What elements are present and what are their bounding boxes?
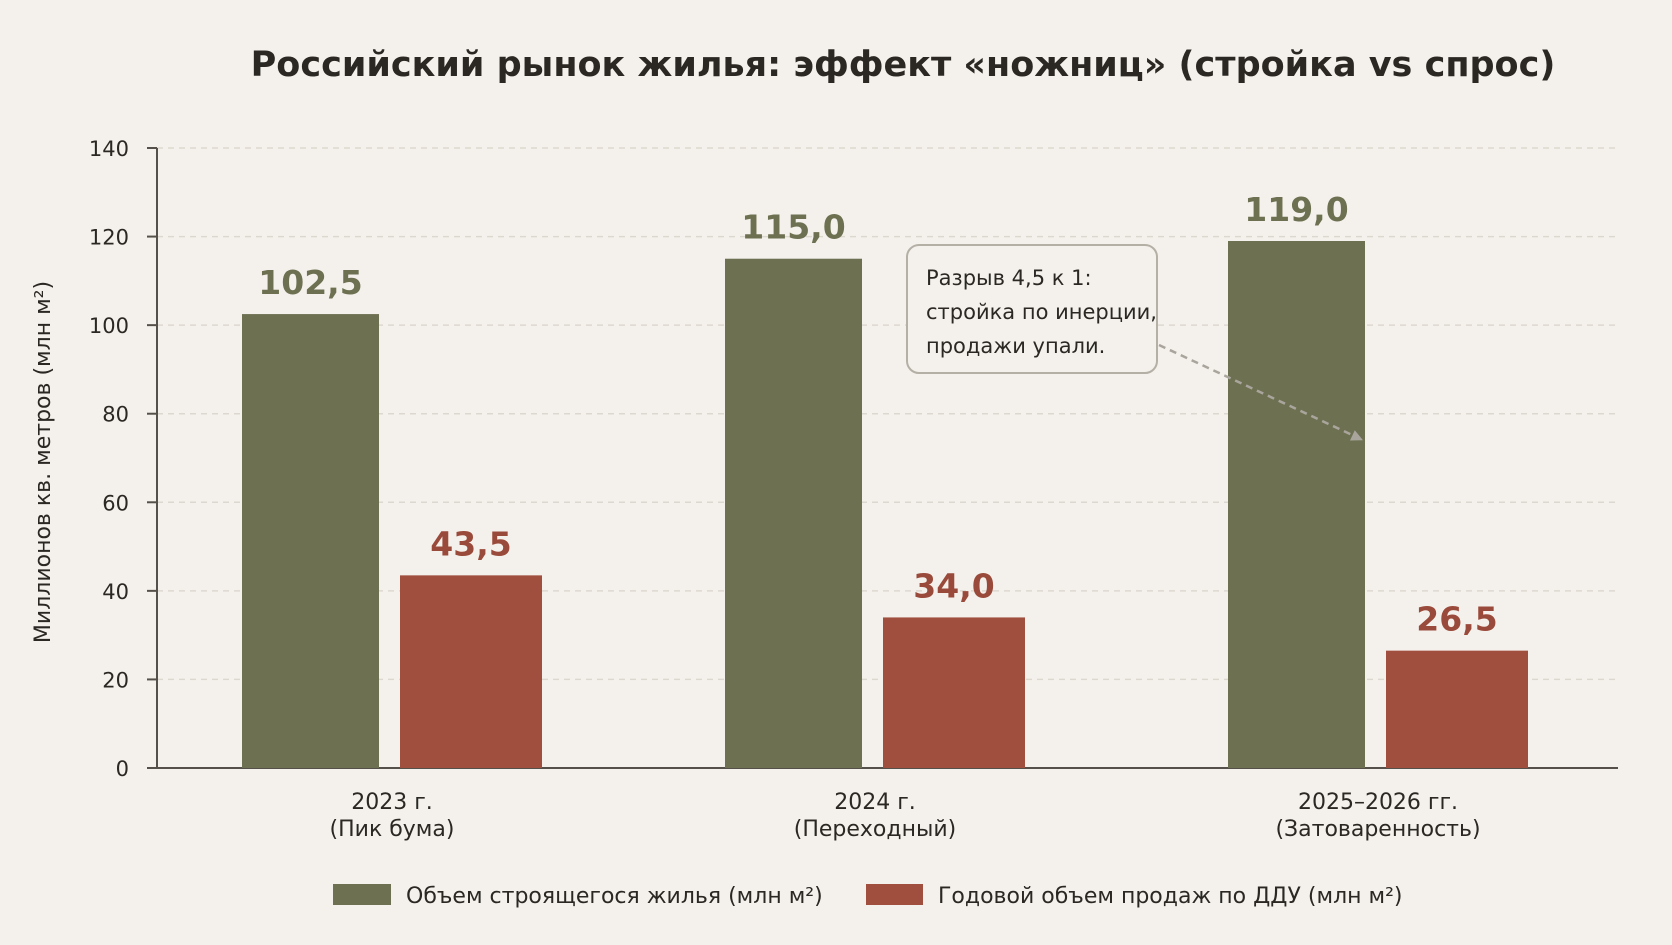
construction-bar (725, 258, 862, 768)
x-tick-label: 2025–2026 гг. (1298, 790, 1458, 815)
bars (242, 241, 1528, 768)
construction-bar (242, 314, 379, 768)
y-tick-label: 100 (89, 314, 129, 338)
data-label: 102,5 (258, 263, 362, 302)
data-label: 34,0 (913, 566, 994, 605)
y-tick-label: 40 (102, 580, 129, 604)
x-tick-label: 2024 г. (834, 790, 916, 815)
legend-swatch (333, 884, 391, 905)
y-tick-label: 120 (89, 226, 129, 250)
y-tick-label: 60 (102, 491, 129, 515)
legend-label: Объем строящегося жилья (млн м²) (406, 884, 823, 909)
data-label: 119,0 (1244, 190, 1348, 229)
y-axis-title: Миллионов кв. метров (млн м²) (31, 281, 56, 643)
axes: 0 20 40 60 80 100 120 140 Миллионов кв. метров (… (31, 137, 1618, 842)
construction-bar (1228, 241, 1365, 768)
y-tick-label: 0 (116, 757, 129, 781)
chart-title: Российский рынок жилья: эффект «ножниц» … (251, 45, 1556, 85)
value-labels: 102,5 43,5 115,0 34,0 119,0 26,5 (258, 190, 1497, 639)
legend: Объем строящегося жилья (млн м²) Годовой … (333, 884, 1403, 909)
sales-bar (1386, 650, 1528, 768)
data-label: 43,5 (430, 524, 511, 563)
x-tick-sublabel: (Пик бума) (330, 817, 455, 842)
legend-swatch (866, 884, 923, 905)
sales-bar (400, 575, 542, 768)
annotation-arrow-head (1350, 430, 1363, 441)
annotation-text: Разрыв 4,5 к 1: (926, 266, 1092, 290)
annotation: Разрыв 4,5 к 1: стройка по инерции, продаж… (906, 244, 1363, 441)
legend-label: Годовой объем продаж по ДДУ (млн м²) (938, 884, 1403, 909)
sales-bar (883, 617, 1025, 768)
annotation-box (906, 244, 1158, 374)
x-tick-sublabel: (Переходный) (794, 817, 957, 842)
y-tick-label: 80 (102, 403, 129, 427)
annotation-text: стройка по инерции, (926, 300, 1157, 324)
data-label: 115,0 (741, 208, 845, 247)
annotation-text: продажи упали. (926, 334, 1105, 358)
y-tick-label: 20 (102, 668, 129, 692)
y-tick-label: 140 (89, 137, 129, 161)
x-tick-label: 2023 г. (351, 790, 433, 815)
annotation-arrow-line (1158, 343, 1356, 438)
x-tick-sublabel: (Затоваренность) (1275, 817, 1480, 842)
data-label: 26,5 (1416, 600, 1497, 639)
